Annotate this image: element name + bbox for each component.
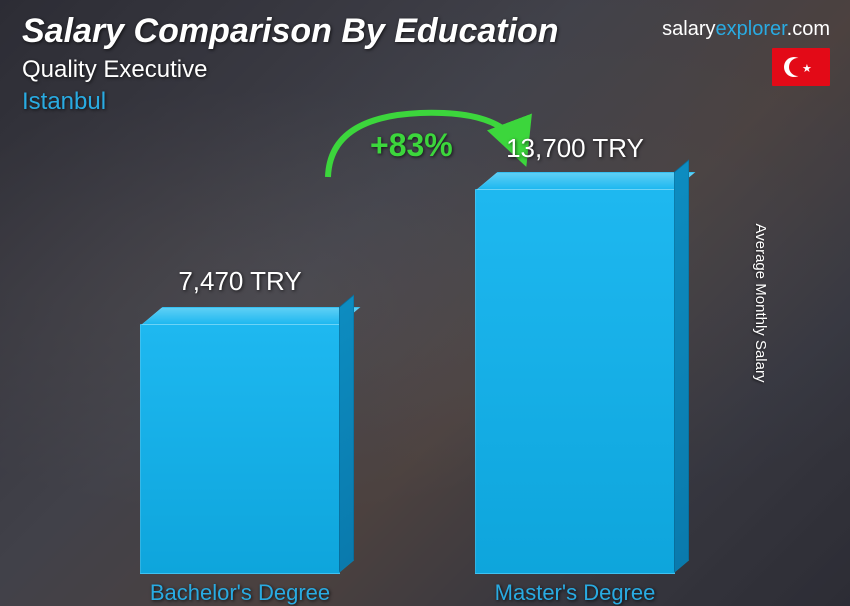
brand-suffix: .com (787, 18, 830, 40)
flag-inner: ★ (772, 48, 830, 86)
bar-value-label: 7,470 TRY (178, 266, 301, 297)
star-icon: ★ (802, 62, 812, 75)
subtitle-location: Istanbul (22, 88, 106, 116)
bar-top-face (141, 307, 360, 325)
brand-logo: salaryexplorer.com (662, 18, 830, 41)
bar-rect (475, 189, 675, 574)
bar-side-face (674, 159, 689, 573)
bar-category-label: Master's Degree (495, 580, 656, 606)
infographic-container: Salary Comparison By Education Quality E… (0, 0, 850, 606)
bar-top-face (476, 172, 695, 190)
bar-side-face (339, 294, 354, 573)
crescent-icon (784, 57, 804, 77)
bar-category-label: Bachelor's Degree (150, 580, 330, 606)
brand-prefix: salary (662, 18, 715, 40)
bar-rect (140, 324, 340, 574)
brand-mid: explorer (716, 18, 787, 40)
bar-masters: 13,700 TRY Master's Degree (475, 189, 675, 574)
bar-bachelors: 7,470 TRY Bachelor's Degree (140, 324, 340, 574)
country-flag: ★ (772, 48, 830, 86)
bar-chart: 7,470 TRY Bachelor's Degree 13,700 TRY M… (0, 120, 850, 606)
bar-value-label: 13,700 TRY (506, 133, 644, 164)
subtitle-job: Quality Executive (22, 56, 207, 84)
main-title: Salary Comparison By Education (22, 12, 559, 51)
